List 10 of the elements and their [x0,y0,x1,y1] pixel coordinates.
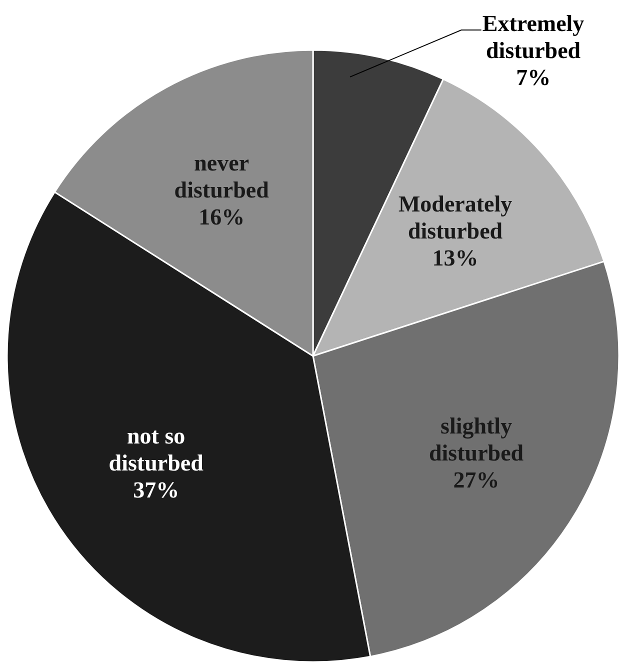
slice-label: slightly disturbed [429,414,524,466]
data-label: 27% [453,468,500,493]
slice-label: not so disturbed [108,424,204,476]
slice-label: never disturbed [174,150,270,203]
data-label: 16% [198,204,245,230]
slice-label: Extremely disturbed [482,11,585,63]
slice-label: Moderately disturbed [398,192,513,244]
data-label: 7% [516,65,551,90]
data-label: 37% [133,478,180,503]
data-label: 13% [432,246,478,271]
